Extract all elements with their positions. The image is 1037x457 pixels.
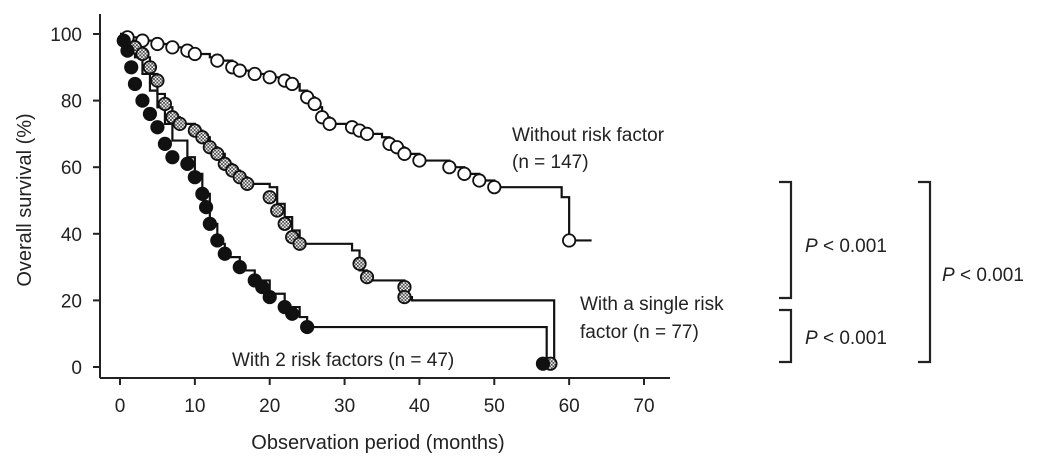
open-circle-marker [397, 146, 412, 161]
open-circle-marker [187, 46, 202, 62]
x-tick-label: 20 [259, 396, 280, 417]
open-circle-marker [359, 126, 375, 141]
x-tick-label: 0 [115, 396, 126, 417]
open-circle-marker [562, 233, 577, 248]
annotation-two-risk: With 2 risk factors (n = 47) [232, 350, 454, 371]
axis-ticks: 0 10 20 30 40 50 60 70 0 20 40 60 80 100 [50, 25, 654, 417]
annotation-single-risk-line1: With a single risk [580, 294, 724, 315]
y-tick-label: 20 [61, 291, 82, 312]
y-tick-label: 40 [61, 225, 82, 246]
hatched-circle-marker [135, 46, 150, 62]
open-circle-marker [487, 180, 502, 195]
hatched-circle-marker [292, 236, 307, 251]
comparison-brackets [779, 180, 932, 364]
hatched-circle-marker [150, 73, 165, 88]
hatched-circle-marker [157, 96, 173, 112]
filled-circle-marker [120, 43, 135, 58]
open-circle-marker [457, 166, 472, 181]
x-tick-label: 30 [334, 396, 355, 417]
x-tick-label: 40 [409, 396, 430, 417]
censor-markers [116, 30, 577, 371]
hatched-circle-marker [277, 216, 292, 231]
x-tick-label: 10 [184, 396, 205, 417]
x-axis-title: Observation period (months) [251, 432, 504, 454]
filled-circle-marker [210, 233, 225, 248]
open-circle-marker [322, 116, 337, 132]
filled-circle-marker [198, 200, 214, 215]
annotation-no-risk-line2: (n = 147) [512, 152, 589, 173]
p-value-single-vs-two: P < 0.001 [805, 328, 887, 349]
open-circle-marker [165, 40, 180, 55]
open-circle-marker [412, 153, 427, 168]
curve-single-risk-factor [120, 32, 556, 367]
filled-circle-marker [157, 136, 173, 151]
p-value-no-vs-two: P < 0.001 [942, 265, 1024, 286]
hatched-circle-marker [195, 130, 210, 145]
x-tick-label: 70 [633, 396, 654, 417]
bracket-no-vs-two [918, 180, 932, 364]
filled-circle-marker [180, 156, 195, 171]
filled-circle-marker [262, 289, 277, 305]
hatched-circle-marker [352, 256, 367, 271]
y-tick-label: 0 [71, 358, 82, 379]
open-circle-marker [150, 36, 165, 52]
hatched-circle-marker [142, 60, 158, 75]
open-circle-marker [442, 160, 457, 175]
filled-circle-marker [142, 106, 158, 122]
curve-two-risk-factors [120, 32, 548, 367]
hatched-circle-marker [397, 289, 412, 305]
open-circle-marker [262, 70, 277, 85]
open-circle-marker [210, 53, 225, 68]
open-circle-marker [285, 76, 300, 92]
open-circle-marker [247, 66, 262, 82]
hatched-circle-marker [240, 176, 255, 191]
y-tick-label: 80 [61, 92, 82, 113]
hatched-circle-marker [359, 269, 375, 285]
filled-circle-marker [285, 306, 300, 321]
hatched-circle-marker [262, 190, 277, 205]
open-circle-marker [232, 63, 247, 78]
filled-circle-marker [232, 259, 247, 275]
filled-circle-marker [150, 120, 165, 135]
y-tick-label: 60 [61, 158, 82, 179]
filled-circle-marker [165, 150, 180, 165]
filled-circle-marker [187, 170, 202, 185]
x-tick-label: 60 [559, 396, 580, 417]
filled-circle-marker [195, 186, 210, 201]
annotation-no-risk-line1: Without risk factor [512, 125, 665, 146]
p-value-no-vs-single: P < 0.001 [805, 236, 887, 257]
hatched-circle-marker [270, 203, 285, 218]
y-tick-label: 100 [50, 25, 82, 46]
filled-circle-marker [135, 93, 150, 108]
open-circle-marker [307, 96, 322, 112]
filled-circle-marker [300, 319, 315, 335]
x-tick-label: 50 [484, 396, 505, 417]
bracket-no-vs-single [779, 180, 793, 300]
hatched-circle-marker [210, 146, 225, 161]
hatched-circle-marker [172, 116, 187, 132]
filled-circle-marker [535, 356, 551, 371]
survival-curves [120, 32, 592, 367]
open-circle-marker [472, 173, 487, 188]
filled-circle-marker [127, 76, 143, 92]
filled-circle-marker [217, 246, 232, 261]
annotation-single-risk-line2: factor (n = 77) [580, 322, 699, 343]
filled-circle-marker [255, 279, 270, 295]
filled-circle-marker [124, 60, 139, 75]
y-axis-title: Overall survival (%) [14, 113, 36, 286]
filled-circle-marker [202, 216, 217, 231]
bracket-single-vs-two [779, 308, 793, 364]
